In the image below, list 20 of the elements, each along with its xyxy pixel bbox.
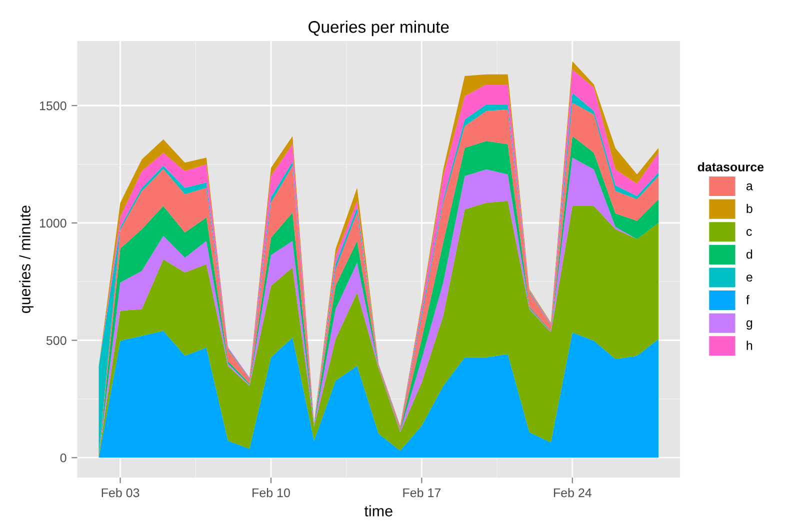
y-tick-label: 500	[46, 336, 66, 345]
legend-label: e	[746, 274, 752, 282]
legend-label: d	[746, 250, 752, 259]
legend-label: b	[746, 204, 752, 214]
legend-title: datasource	[698, 162, 764, 172]
chart-title: Queries per minute	[308, 20, 449, 36]
y-axis-title: queries / minute	[19, 206, 34, 314]
x-tick-label: Feb 03	[102, 488, 140, 498]
x-tick-label: Feb 10	[252, 488, 290, 498]
x-tick-label: Feb 24	[554, 488, 592, 498]
legend-label: g	[746, 320, 752, 330]
x-axis-title: time	[364, 505, 392, 516]
legend-label: f	[746, 295, 750, 304]
y-tick-label: 0	[60, 453, 66, 462]
legend-label: a	[746, 183, 753, 190]
legend-label: h	[746, 340, 752, 350]
legend-label: c	[746, 229, 752, 236]
y-tick-label: 1000	[40, 218, 66, 228]
x-tick-label: Feb 17	[403, 488, 441, 498]
y-tick-label: 1500	[40, 101, 66, 110]
